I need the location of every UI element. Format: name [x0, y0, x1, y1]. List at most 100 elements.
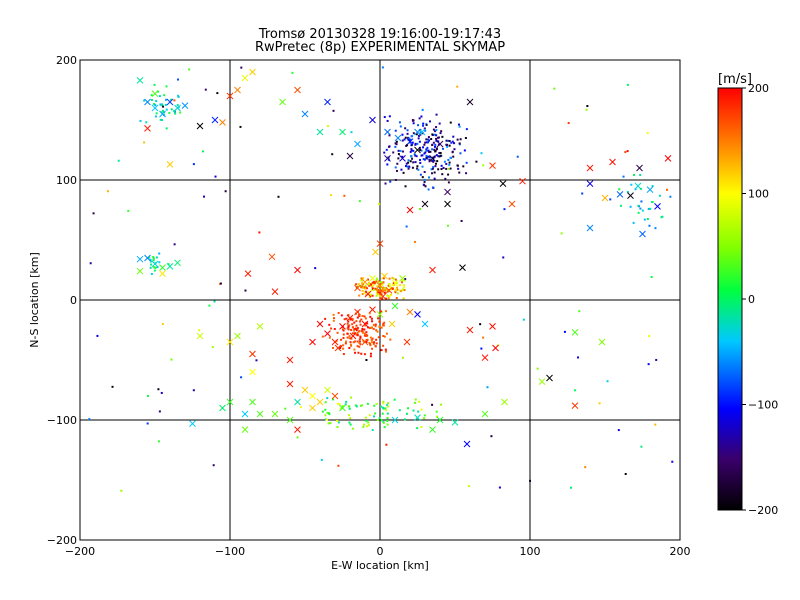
data-dot: [357, 283, 360, 286]
data-dot: [384, 310, 387, 313]
data-dot: [346, 332, 349, 335]
data-point-cross: [309, 392, 316, 400]
data-point-cross: [403, 338, 411, 346]
data-dot: [361, 286, 364, 289]
data-dot: [361, 292, 364, 295]
data-point-cross: [519, 177, 526, 185]
data-dot: [441, 173, 444, 176]
data-dot: [414, 154, 417, 157]
colorbar-tick-label: 200: [748, 82, 769, 95]
data-point-cross: [376, 311, 384, 318]
data-dot: [360, 279, 363, 282]
data-dot: [351, 332, 354, 335]
data-dot: [333, 328, 336, 331]
data-dot: [431, 159, 434, 162]
data-point-cross: [144, 98, 151, 106]
data-point-cross: [406, 308, 414, 316]
data-dot: [622, 175, 625, 178]
data-dot: [173, 243, 176, 246]
data-dot: [384, 289, 387, 292]
data-dot: [584, 466, 587, 469]
data-dot: [367, 424, 370, 427]
data-dot: [624, 472, 627, 475]
data-dot: [417, 124, 420, 127]
data-point-cross: [301, 386, 309, 394]
data-dot: [404, 136, 407, 139]
y-axis-label: N-S location [km]: [28, 252, 41, 348]
data-dot: [239, 125, 242, 128]
data-dot: [387, 402, 390, 405]
data-dot: [382, 281, 385, 284]
data-dot: [393, 398, 396, 401]
data-dot: [392, 151, 395, 154]
data-dot: [480, 347, 483, 350]
data-dot: [162, 109, 165, 112]
data-dot: [386, 423, 389, 426]
data-dot: [389, 285, 392, 288]
x-tick-label: −100: [215, 545, 245, 558]
data-dot: [347, 328, 350, 331]
data-dot: [339, 407, 342, 410]
data-dot: [388, 283, 391, 286]
data-dot: [401, 356, 404, 359]
data-point-cross: [249, 68, 256, 76]
data-dot: [369, 343, 372, 346]
data-dot: [152, 257, 155, 260]
data-dot: [379, 295, 382, 298]
data-dot: [355, 405, 358, 408]
data-dot: [430, 168, 433, 171]
data-point-cross: [219, 404, 226, 412]
data-point-cross: [361, 278, 369, 286]
data-point-cross: [384, 155, 391, 162]
data-dot: [439, 151, 442, 154]
data-dot: [152, 259, 155, 262]
data-point-cross: [463, 440, 471, 448]
data-dot: [407, 161, 410, 164]
data-dot: [464, 136, 467, 139]
data-dot: [159, 103, 162, 106]
data-dot: [332, 398, 335, 401]
data-dot: [173, 109, 176, 112]
data-dot: [384, 286, 387, 289]
data-dot: [433, 171, 436, 174]
data-dot: [406, 129, 409, 132]
y-tick-label: 0: [70, 294, 77, 307]
data-dot: [436, 160, 439, 163]
data-point-cross: [309, 338, 316, 346]
data-point-cross: [241, 74, 249, 82]
data-point-cross: [339, 323, 346, 330]
data-dot: [651, 200, 654, 203]
data-dot: [462, 165, 465, 168]
data-point-cross: [241, 410, 249, 418]
data-point-cross: [144, 254, 151, 262]
data-dot: [402, 171, 405, 174]
data-dot: [320, 458, 323, 461]
data-dot: [394, 290, 397, 293]
data-point-cross: [244, 270, 252, 277]
data-dot: [651, 185, 654, 188]
data-dot: [384, 182, 387, 185]
data-dot: [425, 154, 428, 157]
data-dot: [448, 163, 451, 166]
data-dot: [671, 460, 674, 463]
data-dot: [422, 146, 425, 149]
data-point-cross: [324, 330, 331, 337]
data-dot: [117, 159, 120, 162]
data-dot: [363, 328, 366, 331]
data-dot: [431, 133, 434, 136]
data-dot: [366, 425, 369, 428]
data-dot: [422, 122, 425, 125]
colorbar-tick-label: 100: [748, 188, 769, 201]
data-dot: [203, 195, 206, 198]
data-dot: [348, 337, 351, 340]
data-dot: [459, 152, 462, 155]
data-dot: [328, 336, 331, 339]
data-dot: [377, 317, 380, 320]
data-point-cross: [406, 206, 414, 214]
data-dot: [567, 122, 570, 125]
data-dot: [284, 407, 287, 410]
data-point-cross: [414, 414, 421, 421]
data-dot: [361, 327, 364, 330]
data-point-cross: [309, 404, 316, 412]
